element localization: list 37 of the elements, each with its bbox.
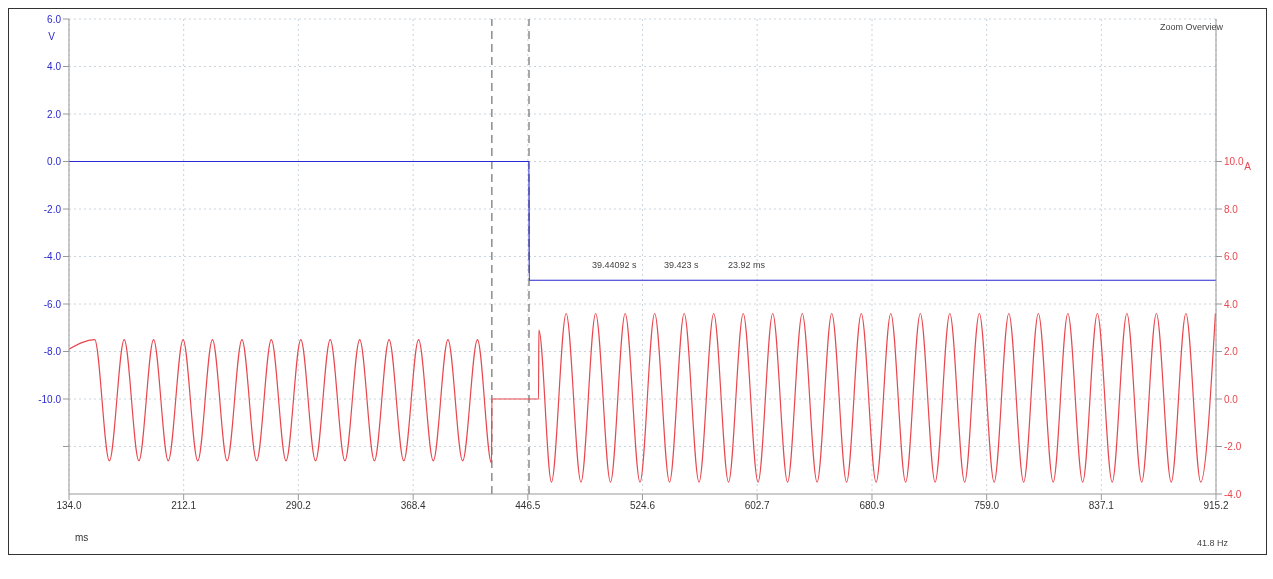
x-tick-label: 212.1 (171, 500, 197, 512)
y2-tick-label: -2.0 (1224, 441, 1242, 453)
text: 41.8 Hz (1196, 537, 1230, 549)
y-tick-label: 0.0 (47, 156, 62, 168)
y-tick-label: -10.0 (38, 393, 62, 405)
y-tick-label: 2.0 (47, 108, 62, 120)
x-tick-label: 602.7 (744, 500, 771, 512)
y-tick-label: -4.0 (43, 251, 62, 263)
x-tick-label: 446.5 (515, 500, 541, 512)
y-tick-label: -2.0 (43, 203, 62, 215)
x-tick-label: 837.1 (1088, 500, 1115, 512)
y2-axis-title: A (1244, 161, 1252, 173)
annotation: 23.92 ms (727, 259, 767, 271)
annotation: 39.423 s (663, 259, 700, 271)
x-tick-label: 134.0 (56, 500, 82, 512)
y-tick-label: 6.0 (47, 13, 62, 25)
y2-tick-label: 10.0 (1224, 156, 1244, 168)
x-tick-label: 524.6 (629, 500, 656, 512)
y-tick-label: -6.0 (43, 298, 62, 310)
y2-tick-label: 4.0 (1224, 298, 1239, 310)
x-tick-label: 680.9 (859, 500, 885, 512)
y2-tick-label: 2.0 (1224, 346, 1239, 358)
annotation: Zoom Overview (1159, 21, 1224, 33)
x-tick-label: 290.2 (285, 500, 312, 512)
y2-tick-label: 0.0 (1224, 393, 1239, 405)
y2-tick-label: 6.0 (1224, 251, 1239, 263)
annotation: 39.44092 s (591, 259, 638, 271)
y2-tick-label: 8.0 (1224, 203, 1239, 215)
x-tick-label: 368.4 (400, 500, 427, 512)
x-axis-title: ms (75, 532, 89, 543)
y-axis-title: V (48, 31, 56, 43)
x-tick-label: 915.2 (1203, 500, 1229, 512)
line-series (69, 312, 1216, 483)
y-tick-label: 4.0 (47, 61, 62, 73)
x-tick-label: 759.0 (974, 500, 1000, 512)
y2-tick-label: -4.0 (1224, 488, 1242, 500)
y-tick-label: -8.0 (43, 346, 62, 358)
